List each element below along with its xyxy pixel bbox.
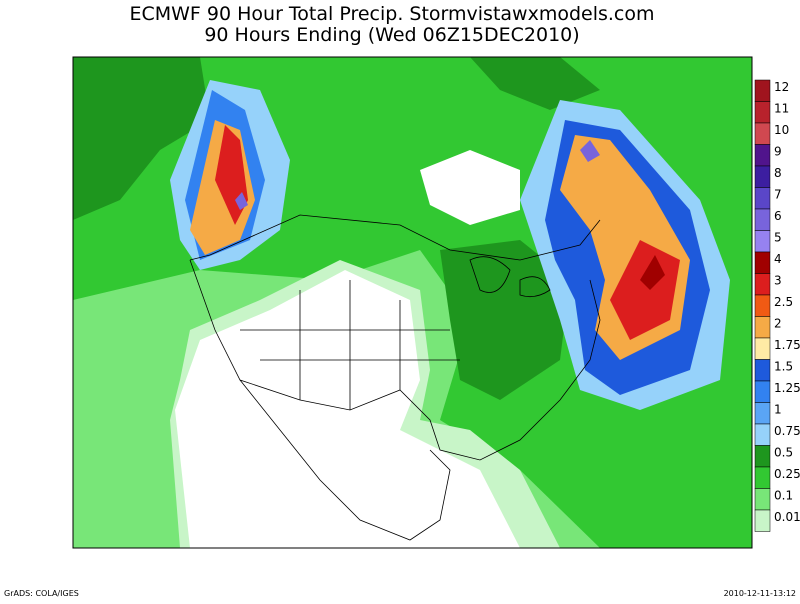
colorbar-label: 1.75: [774, 338, 800, 352]
colorbar-swatch: [754, 359, 771, 382]
field-dry: [175, 270, 520, 548]
colorbar-swatch: [754, 273, 771, 296]
colorbar-swatch: [754, 402, 771, 425]
colorbar-swatch: [754, 423, 771, 446]
field-dark-west: [73, 57, 210, 220]
map-area: [72, 56, 753, 549]
colorbar-swatch: [754, 380, 771, 403]
field-darkred-east: [640, 255, 665, 290]
field-purple-west: [235, 192, 248, 210]
colorbar-swatch: [754, 466, 771, 489]
colorbar-label: 10: [774, 123, 789, 137]
field-dry-north: [420, 150, 520, 225]
colorbar-label: 1: [774, 403, 782, 417]
border-mexico: [239, 379, 451, 541]
colorbar-label: 8: [774, 166, 782, 180]
colorbar-label: 9: [774, 145, 782, 159]
map-frame: [72, 56, 753, 549]
colorbar-label: 4: [774, 252, 782, 266]
colorbar-label: 11: [774, 102, 789, 116]
colorbar-swatch: [754, 337, 771, 360]
colorbar-swatch: [754, 208, 771, 231]
colorbar-label: 3: [774, 274, 782, 288]
field-dark-east: [440, 240, 570, 400]
colorbar-label: 2: [774, 317, 782, 331]
footer-right: 2010-12-11-13:12: [724, 589, 796, 598]
colorbar-swatch: [754, 488, 771, 511]
colorbar-label: 7: [774, 188, 782, 202]
border-states: [240, 280, 460, 410]
colorbar-label: 0.75: [774, 424, 800, 438]
colorbar-swatch: [754, 316, 771, 339]
colorbar-label: 0.1: [774, 489, 793, 503]
colorbar-label: 2.5: [774, 295, 793, 309]
colorbar-swatch: [754, 187, 771, 210]
colorbar-swatch: [754, 122, 771, 145]
colorbar-swatch: [754, 144, 771, 167]
map-subtitle: 90 Hours Ending (Wed 06Z15DEC2010): [204, 24, 579, 46]
colorbar-label: 1.5: [774, 360, 793, 374]
field-red-east: [610, 240, 680, 340]
colorbar-swatch: [754, 445, 771, 468]
colorbar-label: 0.5: [774, 446, 793, 460]
colorbar-swatch: [754, 509, 771, 532]
border-canada: [189, 214, 601, 261]
colorbar-label: 6: [774, 209, 782, 223]
field-dark-north: [470, 57, 600, 110]
colorbar-swatch: [754, 294, 771, 317]
colorbar-swatch: [754, 165, 771, 188]
colorbar-swatch: [754, 230, 771, 253]
colorbar-label: 0.01: [774, 510, 800, 524]
colorbar-swatch: [754, 251, 771, 274]
colorbar-label: 0.25: [774, 467, 800, 481]
field-purple-east: [580, 140, 600, 162]
border-lakes: [469, 256, 551, 298]
footer-left: GrADS: COLA/IGES: [4, 589, 79, 598]
colorbar-label: 5: [774, 231, 782, 245]
colorbar-label: 1.25: [774, 381, 800, 395]
colorbar-swatch: [754, 79, 771, 102]
border-us: [189, 259, 601, 461]
map-title: ECMWF 90 Hour Total Precip. Stormvistawx…: [129, 3, 654, 25]
colorbar: 12 11 10 9 8 7 6 5 4 3 2.5 2 1.75 1.5 1.25 1 0.75 0.5 0.25…: [754, 79, 800, 532]
colorbar-swatch: [754, 101, 771, 124]
colorbar-label: 12: [774, 80, 789, 94]
